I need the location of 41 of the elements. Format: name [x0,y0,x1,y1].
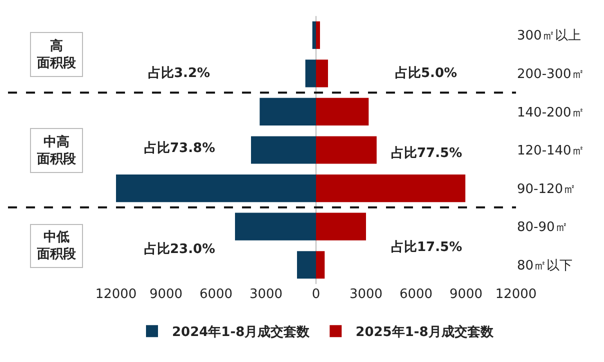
x-tick-label: 6000 [199,287,233,302]
bar [316,98,369,126]
y-tick-label: 90-120㎡ [517,182,576,197]
text: 中高面积段 [36,134,77,167]
x-tick-label: 12000 [495,287,537,302]
x-tick-label: 9000 [449,287,483,302]
y-tick-label: 140-200㎡ [517,105,584,120]
y-tick-label: 300㎡以上 [517,28,581,44]
legend-label: 2024年1-8月成交套数 [172,324,311,340]
bar [316,136,377,164]
bar [251,136,316,164]
bar [116,174,316,202]
annotation: 占比5.0% [395,66,458,81]
bar [260,98,316,126]
annotation: 占比73.8% [144,141,216,156]
x-tick-label: 3000 [349,287,383,302]
x-tick-label: 9000 [149,287,183,302]
bar [316,60,328,88]
text: 中低面积段 [36,230,77,262]
bar [316,174,466,202]
bar [305,60,316,88]
bar [316,212,366,240]
x-tick-label: 0 [312,287,320,302]
y-tick-label: 80-90㎡ [517,220,568,236]
y-tick-label: 200-300㎡ [517,66,584,82]
bar [316,251,325,279]
annotation: 占比77.5% [391,146,462,161]
bar [316,21,320,49]
bar [312,21,316,49]
y-tick-label: 80㎡以下 [517,258,573,274]
legend-label: 2025年1-8月成交套数 [356,324,494,340]
annotation: 占比3.2% [148,66,210,81]
text: 高面积段 [36,38,77,71]
bar [235,212,316,240]
x-tick-label: 6000 [399,287,433,302]
x-tick-label: 12000 [95,287,137,302]
annotation: 占比23.0% [144,242,216,257]
bar [297,251,316,279]
annotation: 占比17.5% [391,240,462,255]
x-tick-label: 3000 [249,287,283,302]
y-tick-label: 120-140㎡ [517,144,584,159]
